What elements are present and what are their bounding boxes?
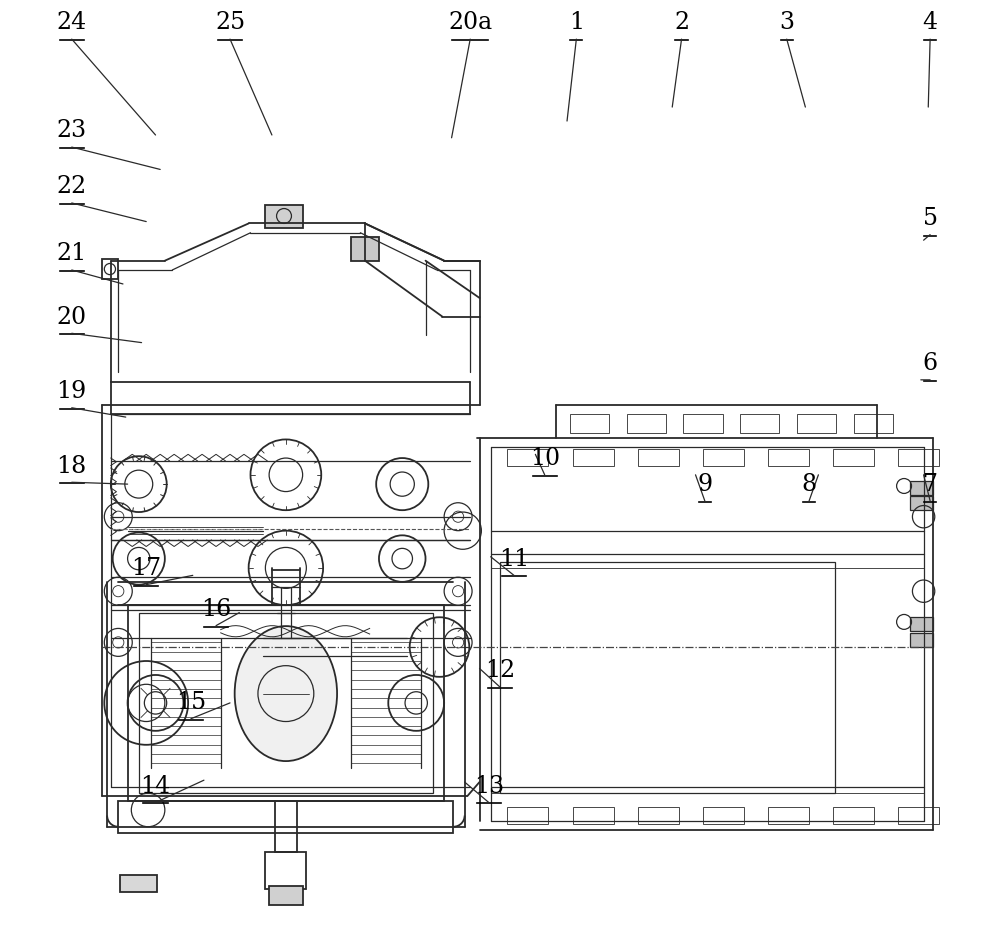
Text: 15: 15	[176, 691, 206, 714]
Text: 6: 6	[923, 352, 938, 375]
Text: 4: 4	[923, 11, 938, 34]
Bar	[265, 852, 306, 889]
Bar	[833, 449, 874, 466]
Bar	[910, 633, 933, 647]
Bar	[797, 414, 836, 433]
Text: 20a: 20a	[448, 11, 492, 34]
Text: 2: 2	[674, 11, 689, 34]
Bar	[120, 875, 157, 892]
Bar	[573, 449, 614, 466]
Text: 23: 23	[57, 119, 87, 142]
Text: 25: 25	[215, 11, 245, 34]
Bar	[507, 449, 548, 466]
Text: 1: 1	[569, 11, 584, 34]
Bar	[910, 481, 933, 495]
Bar	[898, 807, 939, 824]
Bar	[703, 449, 744, 466]
Text: 22: 22	[57, 175, 87, 198]
Text: 10: 10	[530, 447, 560, 470]
Bar	[507, 807, 548, 824]
Bar	[265, 205, 303, 228]
Bar	[910, 496, 933, 510]
Bar	[118, 801, 453, 833]
Bar	[910, 617, 933, 631]
Text: 8: 8	[802, 473, 817, 496]
Text: 11: 11	[499, 547, 529, 571]
Text: 18: 18	[57, 454, 87, 478]
Bar	[768, 807, 809, 824]
Bar	[269, 886, 303, 905]
Text: 16: 16	[201, 598, 231, 621]
Text: 17: 17	[131, 557, 161, 580]
Bar	[627, 414, 666, 433]
Bar	[898, 449, 939, 466]
Bar	[500, 562, 835, 793]
Bar	[351, 237, 379, 261]
Text: 3: 3	[779, 11, 794, 34]
Text: 9: 9	[697, 473, 712, 496]
Text: 14: 14	[140, 775, 171, 798]
Bar	[573, 807, 614, 824]
Bar	[740, 414, 779, 433]
Bar	[768, 449, 809, 466]
Bar	[102, 259, 118, 279]
Text: 21: 21	[57, 242, 87, 265]
Bar	[570, 414, 609, 433]
Text: 20: 20	[57, 305, 87, 329]
Text: 12: 12	[485, 659, 515, 682]
Text: 7: 7	[923, 473, 938, 496]
Ellipse shape	[235, 626, 337, 762]
Bar	[683, 414, 723, 433]
Text: 24: 24	[57, 11, 87, 34]
Text: 19: 19	[57, 380, 87, 403]
Text: 5: 5	[923, 207, 938, 230]
Bar	[638, 807, 679, 824]
Bar	[703, 807, 744, 824]
Text: 13: 13	[474, 775, 504, 798]
Bar	[139, 613, 433, 793]
Bar	[833, 807, 874, 824]
Bar	[854, 414, 893, 433]
Bar	[638, 449, 679, 466]
